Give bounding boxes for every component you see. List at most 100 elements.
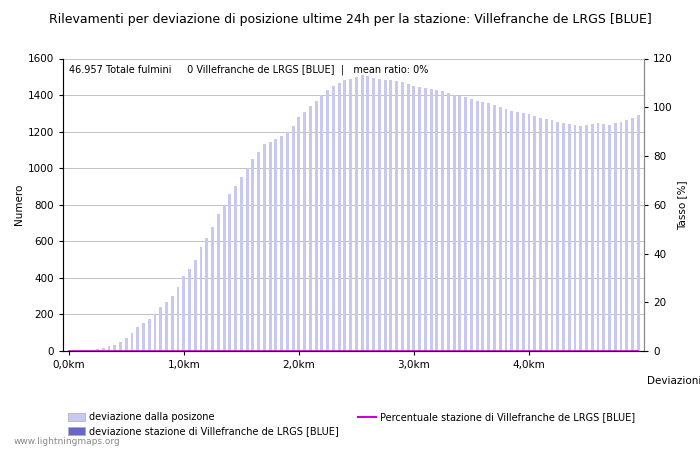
Bar — [568, 124, 570, 351]
Bar — [476, 100, 479, 351]
Bar — [223, 205, 225, 351]
Bar — [136, 327, 139, 351]
Bar — [493, 105, 496, 351]
Bar — [246, 168, 248, 351]
Bar — [510, 111, 513, 351]
Bar — [199, 247, 202, 351]
Bar — [85, 350, 88, 351]
Bar — [102, 348, 105, 351]
Bar — [321, 95, 323, 351]
Bar — [407, 84, 410, 351]
Bar — [389, 81, 392, 351]
Bar — [160, 307, 162, 351]
Bar — [545, 119, 547, 351]
Bar — [384, 80, 386, 351]
Bar — [539, 118, 542, 351]
Bar — [585, 125, 588, 351]
Bar — [464, 97, 467, 351]
Bar — [395, 81, 398, 351]
Bar — [108, 346, 111, 351]
Bar — [119, 342, 122, 351]
Bar — [453, 95, 456, 351]
Bar — [591, 124, 594, 351]
Bar — [412, 86, 415, 351]
Bar — [522, 113, 524, 351]
Bar — [251, 159, 254, 351]
Bar — [344, 81, 346, 351]
Bar — [447, 93, 450, 351]
Bar — [211, 227, 214, 351]
Bar — [378, 79, 381, 351]
Bar — [580, 126, 582, 351]
Bar — [625, 120, 628, 351]
Bar — [355, 77, 358, 351]
Bar — [470, 99, 473, 351]
Bar — [608, 125, 611, 351]
Bar — [435, 90, 438, 351]
Bar — [274, 139, 277, 351]
Text: www.lightningmaps.org: www.lightningmaps.org — [14, 436, 120, 446]
Text: Deviazioni: Deviazioni — [648, 376, 700, 386]
Bar — [292, 126, 295, 351]
Bar — [550, 120, 554, 351]
Bar — [556, 122, 559, 351]
Bar — [573, 125, 576, 351]
Bar — [401, 82, 404, 351]
Bar — [148, 319, 150, 351]
Bar — [263, 144, 266, 351]
Bar — [487, 104, 490, 351]
Bar — [298, 117, 300, 351]
Bar — [131, 333, 134, 351]
Bar — [205, 238, 209, 351]
Bar — [280, 136, 283, 351]
Bar — [228, 194, 231, 351]
Bar — [165, 302, 168, 351]
Bar — [234, 186, 237, 351]
Bar — [602, 124, 606, 351]
Y-axis label: Numero: Numero — [13, 184, 24, 225]
Bar — [498, 107, 502, 351]
Bar — [458, 96, 461, 351]
Bar — [418, 87, 421, 351]
Bar — [482, 103, 484, 351]
Bar — [217, 214, 220, 351]
Bar — [257, 152, 260, 351]
Bar — [153, 315, 157, 351]
Bar — [286, 131, 289, 351]
Bar — [620, 122, 622, 351]
Bar — [528, 114, 531, 351]
Bar — [269, 142, 272, 351]
Bar — [315, 100, 318, 351]
Bar — [596, 123, 599, 351]
Bar — [171, 296, 174, 351]
Legend: deviazione dalla posizone, deviazione stazione di Villefranche de LRGS [BLUE], P: deviazione dalla posizone, deviazione st… — [68, 412, 635, 436]
Bar — [366, 76, 370, 351]
Bar — [424, 88, 427, 351]
Bar — [614, 123, 617, 351]
Bar — [349, 79, 352, 351]
Bar — [90, 350, 93, 351]
Bar — [142, 323, 145, 351]
Bar — [303, 112, 306, 351]
Bar — [360, 75, 363, 351]
Bar — [441, 91, 444, 351]
Bar — [194, 260, 197, 351]
Y-axis label: Tasso [%]: Tasso [%] — [677, 180, 687, 230]
Text: Rilevamenti per deviazione di posizione ultime 24h per la stazione: Villefranche: Rilevamenti per deviazione di posizione … — [48, 14, 652, 27]
Bar — [631, 118, 634, 351]
Bar — [533, 116, 536, 351]
Bar — [188, 269, 191, 351]
Bar — [309, 106, 312, 351]
Bar — [240, 177, 243, 351]
Bar — [505, 109, 508, 351]
Bar — [337, 83, 341, 351]
Bar — [430, 89, 433, 351]
Bar — [176, 287, 179, 351]
Bar — [516, 112, 519, 351]
Bar — [96, 349, 99, 351]
Bar — [637, 115, 640, 351]
Bar — [183, 276, 186, 351]
Bar — [113, 345, 116, 351]
Bar — [372, 78, 375, 351]
Bar — [562, 123, 565, 351]
